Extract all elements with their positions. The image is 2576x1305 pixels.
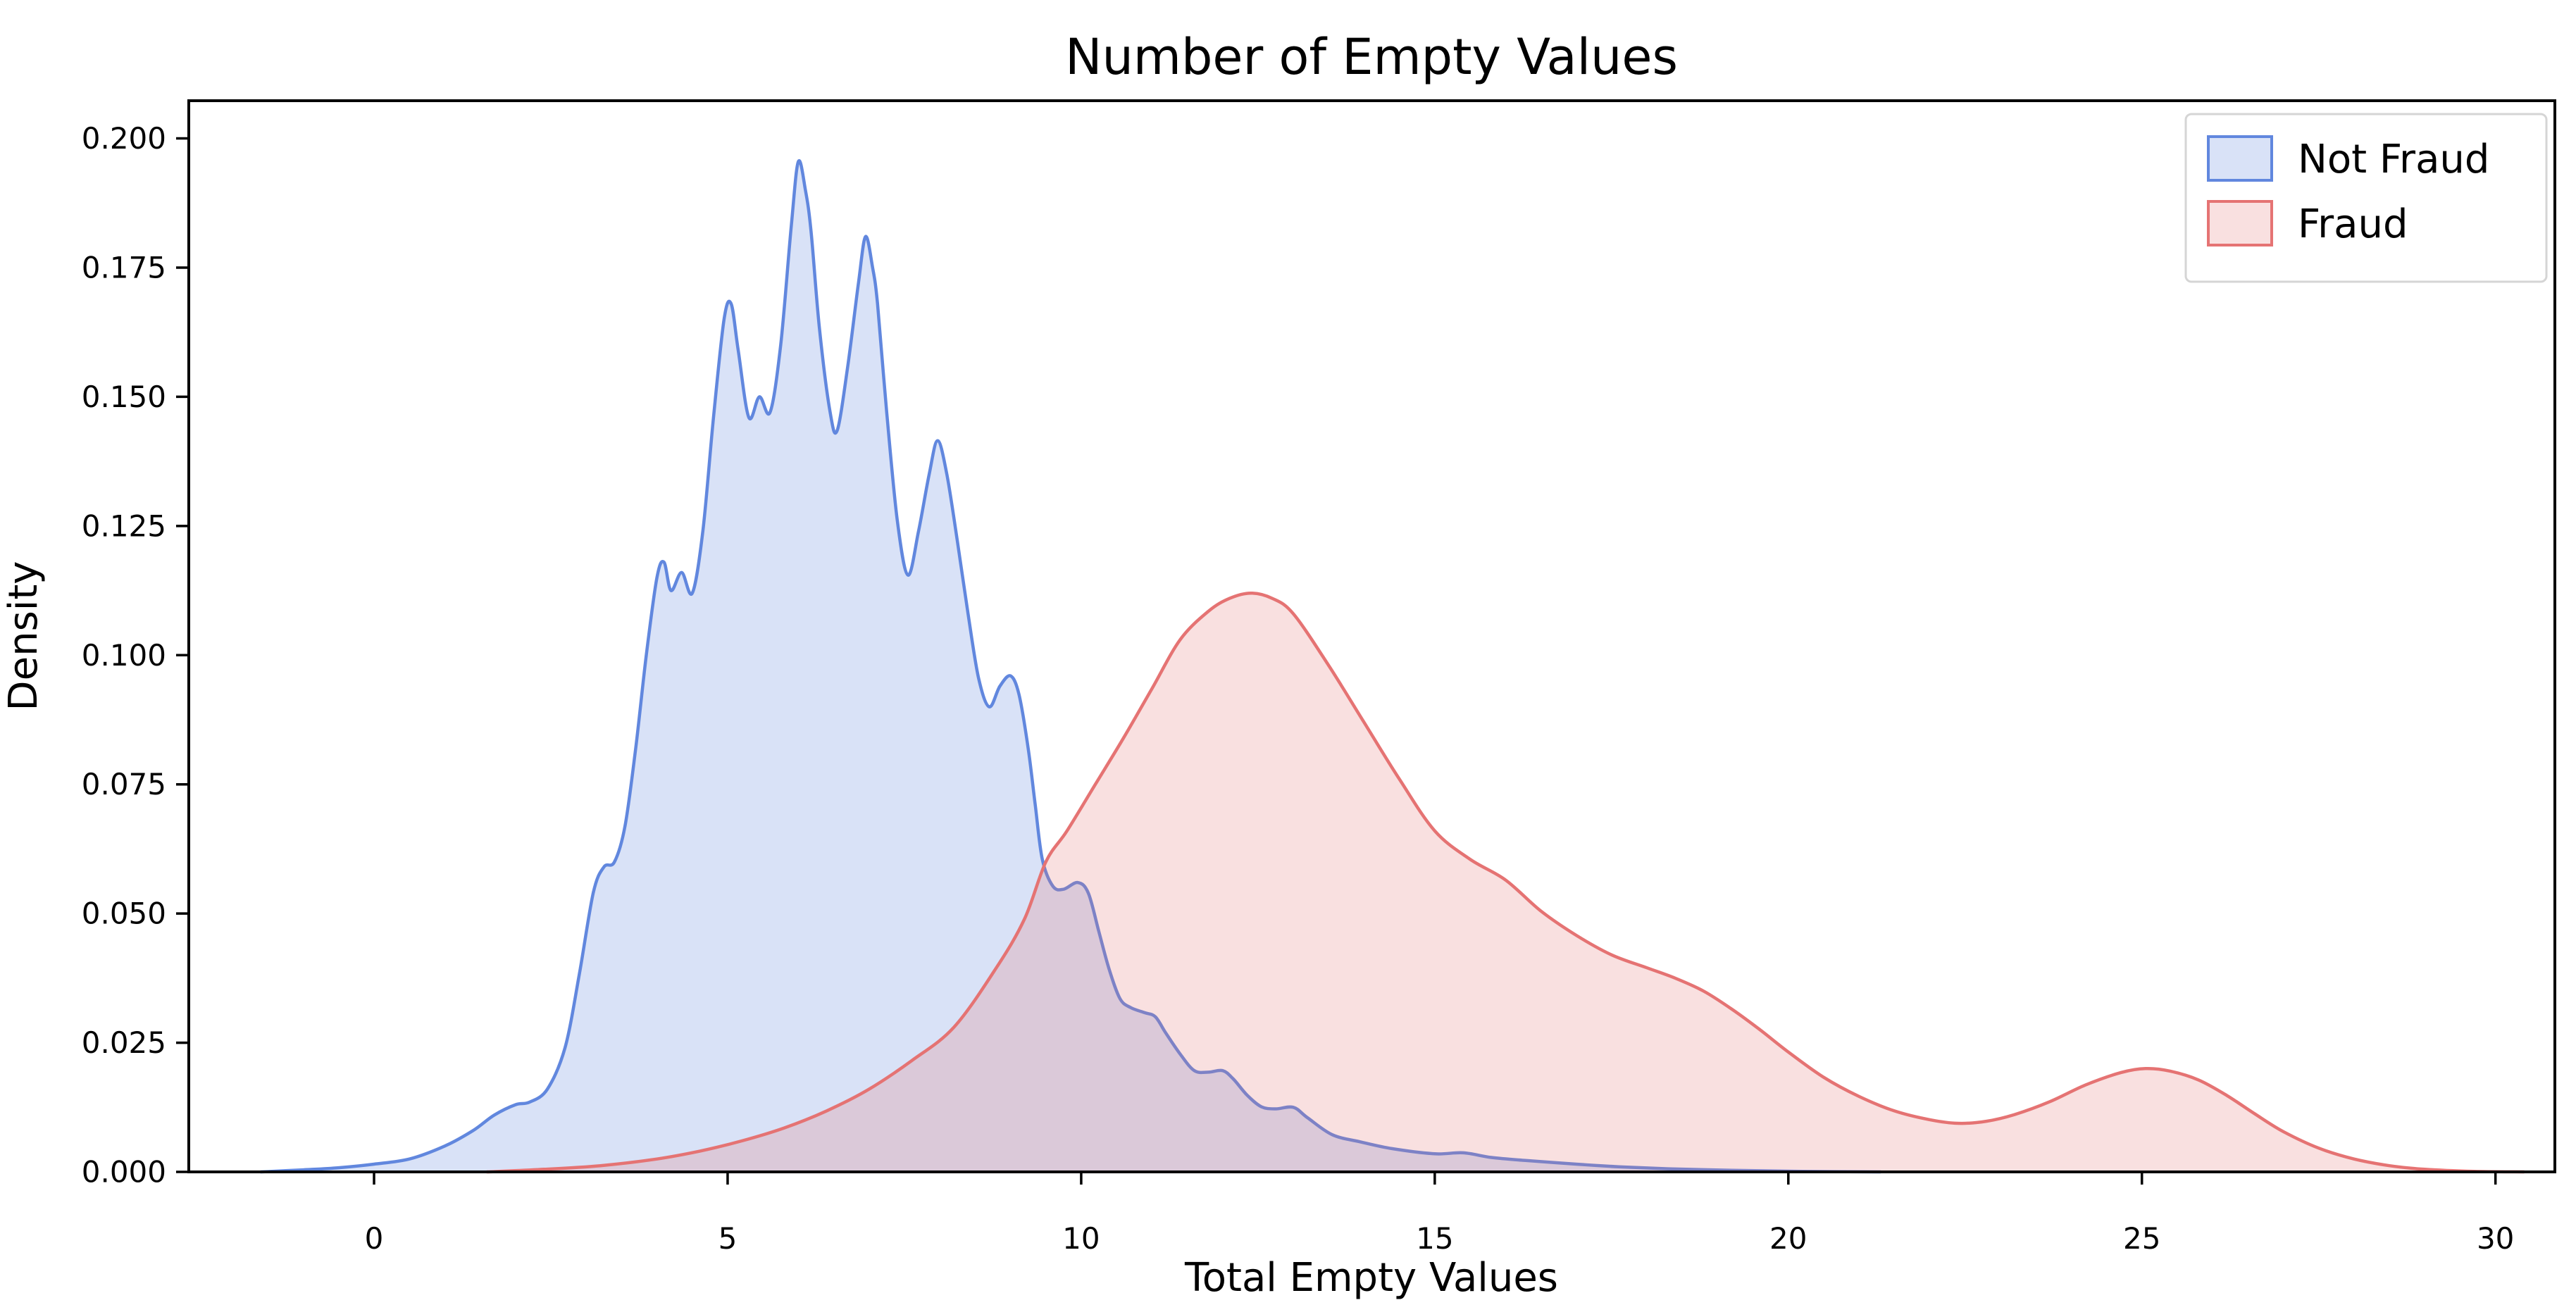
- kde-line-fraud: [485, 591, 2526, 1174]
- x-tick-label-5: 5: [718, 1221, 738, 1256]
- x-tick-label-20: 20: [1769, 1221, 1807, 1256]
- legend: Not Fraud Fraud: [2184, 113, 2548, 283]
- legend-box: [2184, 113, 2548, 283]
- y-tick-label-0.125: 0.125: [82, 508, 166, 543]
- kde-area-not-fraud: [261, 161, 1881, 1173]
- x-tick-label-25: 25: [2123, 1221, 2160, 1256]
- y-tick-label-0.025: 0.025: [82, 1025, 166, 1060]
- x-tick-label-15: 15: [1416, 1221, 1453, 1256]
- axes-layer: 0 5 10 15 20 25 30 0.000 0.025 0.050 0.075 0.100 0.1…: [82, 121, 2515, 1256]
- series-layer: [259, 158, 2526, 1174]
- legend-label-fraud: Fraud: [2298, 201, 2408, 247]
- legend-swatch-fraud: [2207, 200, 2273, 246]
- kde-line-not-fraud: [259, 158, 1882, 1174]
- kde-area-fraud: [487, 593, 2524, 1172]
- y-tick-label-0.200: 0.200: [82, 121, 166, 156]
- legend-swatch-not-fraud: [2207, 135, 2273, 182]
- y-tick-label-0.150: 0.150: [82, 380, 166, 414]
- x-tick-label-30: 30: [2477, 1221, 2514, 1256]
- x-tick-label-10: 10: [1062, 1221, 1100, 1256]
- x-axis-label: Total Empty Values: [1184, 1255, 1558, 1301]
- y-tick-label-0.100: 0.100: [82, 638, 166, 673]
- legend-label-not-fraud: Not Fraud: [2298, 137, 2489, 182]
- y-tick-label-0.175: 0.175: [82, 250, 166, 285]
- y-tick-label-0.050: 0.050: [82, 897, 166, 931]
- y-axis-label: Density: [1, 561, 46, 711]
- y-tick-label-0.000: 0.000: [82, 1155, 166, 1190]
- x-tick-label-0: 0: [365, 1221, 384, 1256]
- y-tick-label-0.075: 0.075: [82, 767, 166, 801]
- chart-title: Number of Empty Values: [1065, 28, 1678, 86]
- plot-frame: [187, 99, 2556, 1173]
